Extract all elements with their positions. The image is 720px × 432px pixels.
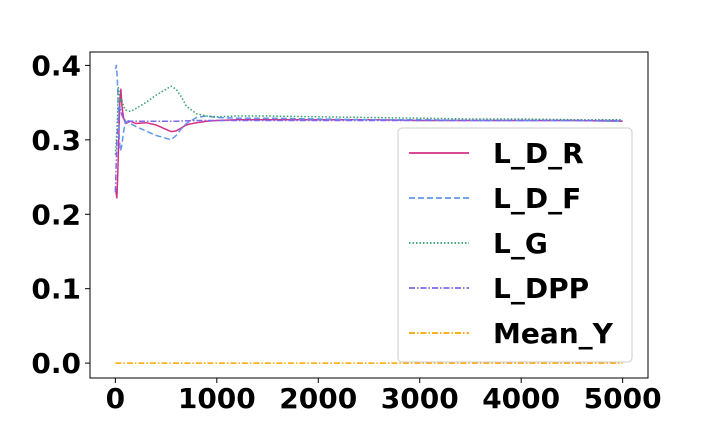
legend-label-l-d-r: L_D_R [493,137,584,170]
x-axis: 0 1000 2000 3000 4000 5000 [106,378,662,415]
x-tick-label: 5000 [584,382,662,415]
plot-frame [89,51,649,379]
legend-label-l-d-f: L_D_F [493,182,581,215]
x-tick-label: 1000 [178,382,256,415]
legend-label-mean-y: Mean_Y [493,317,614,350]
y-tick-label: 0.3 [31,124,81,157]
x-tick-label: 3000 [381,382,459,415]
legend-label-l-g: L_G [493,227,548,260]
y-tick-label: 0.2 [31,198,81,231]
series-layer [114,64,623,364]
y-tick-label: 0.0 [31,347,81,380]
series-line-l-d-f [114,64,623,152]
x-tick-label: 2000 [279,382,357,415]
x-tick-label: 4000 [482,382,560,415]
y-tick-label: 0.4 [31,49,81,82]
y-tick-label: 0.1 [31,273,81,306]
legend: L_D_R L_D_F L_G L_DPP Mean_Y [397,127,633,363]
legend-label-l-dpp: L_DPP [493,272,589,305]
x-tick-label: 0 [106,382,125,415]
series-line-l-g [114,85,623,155]
legend-box [397,127,633,363]
y-axis: 0.0 0.1 0.2 0.3 0.4 [31,49,90,380]
series-line-l-dpp [114,105,623,192]
